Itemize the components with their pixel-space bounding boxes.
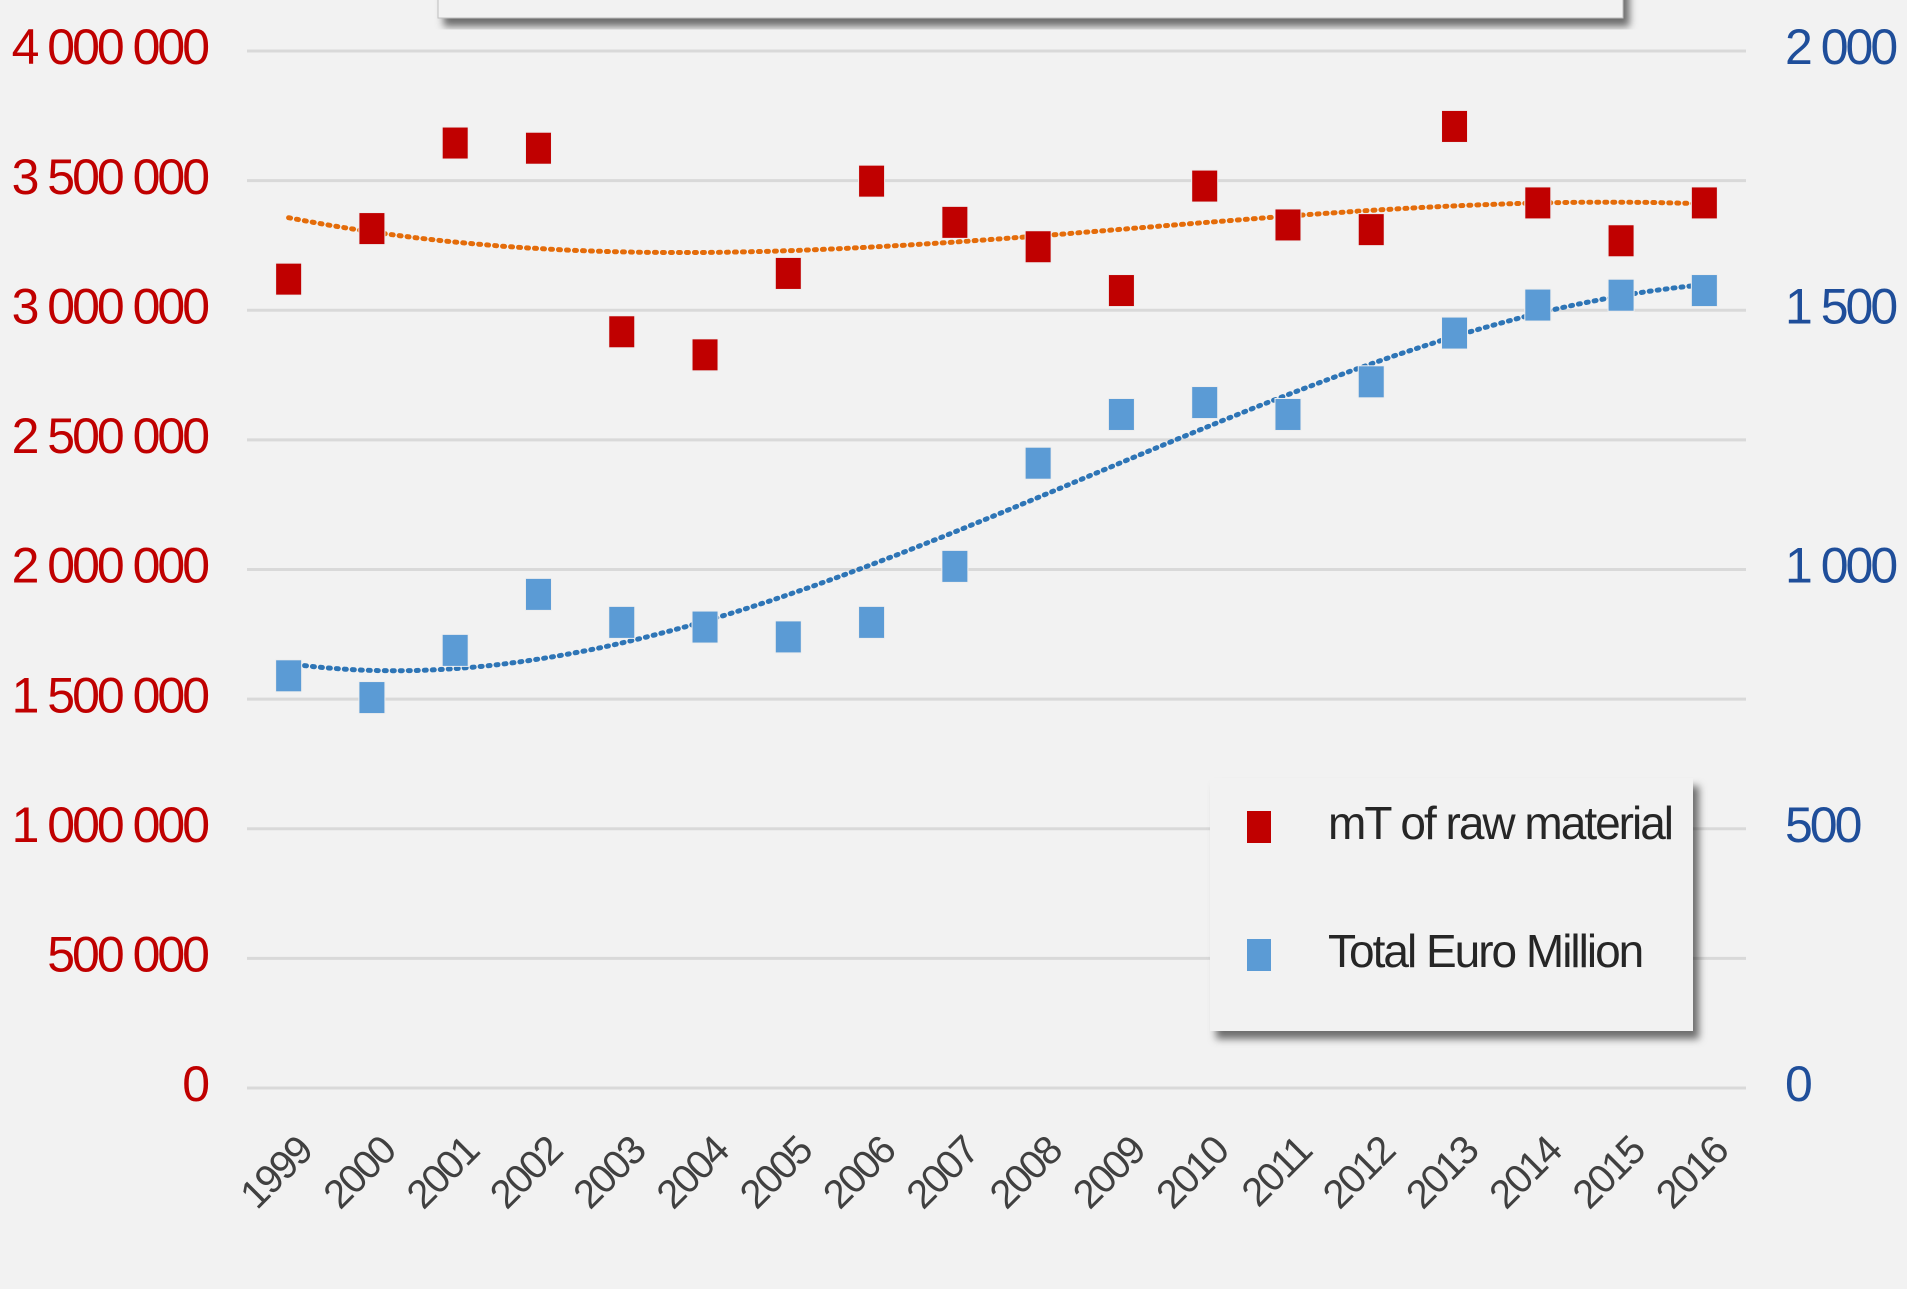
point xyxy=(1107,274,1135,308)
trend-line xyxy=(286,199,1707,255)
x-tick-label: 2002 xyxy=(482,1128,571,1217)
point xyxy=(524,577,552,611)
point xyxy=(1024,230,1052,264)
x-tick-label: 2015 xyxy=(1565,1128,1654,1217)
point xyxy=(774,256,802,290)
legend-label: mT of raw material xyxy=(1328,797,1672,849)
point xyxy=(1357,213,1385,247)
point xyxy=(524,131,552,165)
point xyxy=(774,620,802,654)
point xyxy=(1441,316,1469,350)
point xyxy=(941,549,969,583)
y-tick-label: 4 000 000 xyxy=(12,19,209,75)
point xyxy=(1107,397,1135,431)
x-tick-label: 2011 xyxy=(1234,1128,1321,1215)
y-tick-label: 3 500 000 xyxy=(12,149,209,205)
y-tick-label: 3 000 000 xyxy=(12,278,209,334)
y2-tick-label: 1 500 xyxy=(1785,278,1896,334)
y-tick-label: 2 000 000 xyxy=(12,538,209,594)
y2-tick-label: 1 000 xyxy=(1785,538,1896,594)
point xyxy=(358,681,386,715)
point xyxy=(441,126,469,160)
point xyxy=(1024,446,1052,480)
point xyxy=(1524,186,1552,220)
point xyxy=(691,338,719,372)
x-tick-label: 2008 xyxy=(982,1128,1071,1217)
point xyxy=(1191,169,1219,203)
point xyxy=(608,605,636,639)
legend-marker xyxy=(1247,939,1271,971)
y2-tick-label: 2 000 xyxy=(1785,19,1896,75)
trend-line xyxy=(286,282,1707,674)
point xyxy=(1441,109,1469,143)
title-box xyxy=(437,0,1624,19)
x-tick-label: 2009 xyxy=(1065,1128,1154,1217)
legend-marker xyxy=(1247,811,1271,843)
point xyxy=(1274,397,1302,431)
legend-label: Total Euro Million xyxy=(1328,925,1642,977)
x-tick-label: 2010 xyxy=(1148,1128,1237,1217)
point xyxy=(1524,288,1552,322)
point xyxy=(608,315,636,349)
x-tick-label: 2005 xyxy=(732,1128,821,1217)
point xyxy=(358,212,386,246)
x-tick-label: 2014 xyxy=(1481,1127,1571,1217)
point xyxy=(1607,224,1635,258)
point xyxy=(858,164,886,198)
point xyxy=(1690,186,1718,220)
x-tick-label: 2003 xyxy=(565,1128,654,1217)
x-tick-label: 2007 xyxy=(898,1128,987,1217)
point xyxy=(1607,278,1635,312)
point xyxy=(1357,365,1385,399)
point xyxy=(275,262,303,296)
point xyxy=(691,610,719,644)
point xyxy=(441,633,469,667)
y2-tick-label: 0 xyxy=(1785,1056,1811,1112)
y-tick-label: 2 500 000 xyxy=(12,408,209,464)
x-tick-label: 2001 xyxy=(399,1128,488,1217)
y-tick-label: 1 500 000 xyxy=(12,667,209,723)
y-tick-label: 1 000 000 xyxy=(12,797,209,853)
point xyxy=(858,605,886,639)
x-tick-label: 1999 xyxy=(232,1128,321,1217)
y-tick-label: 500 000 xyxy=(47,927,208,983)
x-tick-label: 2004 xyxy=(648,1127,738,1217)
y-tick-label: 0 xyxy=(182,1056,208,1112)
point xyxy=(1191,386,1219,420)
x-tick-label: 2013 xyxy=(1398,1128,1487,1217)
point xyxy=(1274,208,1302,242)
x-tick-label: 2006 xyxy=(815,1128,904,1217)
grid xyxy=(247,49,1746,1090)
x-tick-label: 2016 xyxy=(1648,1128,1737,1217)
point xyxy=(941,205,969,239)
point xyxy=(1690,274,1718,308)
y2-tick-label: 500 xyxy=(1785,797,1861,853)
point xyxy=(275,659,303,693)
x-tick-label: 2012 xyxy=(1315,1128,1404,1217)
legend-box xyxy=(1210,778,1693,1031)
x-tick-label: 2000 xyxy=(315,1128,404,1217)
